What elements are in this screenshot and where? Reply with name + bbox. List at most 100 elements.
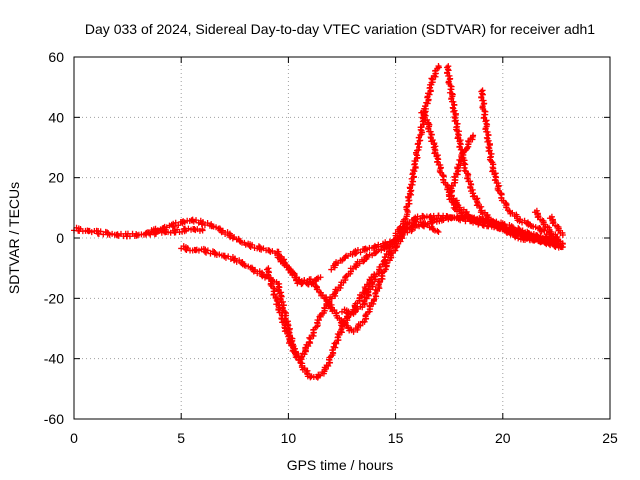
data-point	[424, 100, 431, 107]
x-tick-label: 25	[602, 430, 618, 446]
data-point	[447, 195, 454, 202]
data-point	[427, 128, 434, 135]
data-point	[322, 366, 329, 373]
series-pass-14	[531, 207, 566, 248]
series-pass-8	[396, 63, 442, 243]
data-point	[175, 222, 182, 229]
y-tick-label: -40	[44, 351, 64, 367]
data-point	[498, 194, 505, 201]
data-point	[382, 266, 389, 273]
data-point	[533, 207, 540, 214]
data-point	[432, 149, 439, 156]
data-point	[293, 276, 300, 283]
data-point	[146, 230, 153, 237]
data-point	[154, 227, 161, 234]
data-point	[467, 135, 474, 142]
series-pass-6	[339, 218, 442, 317]
data-point	[342, 254, 349, 261]
data-point	[414, 141, 421, 148]
data-point	[353, 250, 360, 257]
data-point	[420, 113, 427, 120]
data-point	[350, 328, 357, 335]
data-point	[306, 334, 313, 341]
data-point	[541, 227, 548, 234]
data-point	[366, 303, 373, 310]
series-pass-15	[546, 213, 566, 238]
data-point	[328, 266, 335, 273]
data-point	[280, 318, 287, 325]
data-point	[275, 286, 282, 293]
axis-ticks	[73, 56, 611, 420]
data-point	[298, 353, 305, 360]
data-point	[509, 209, 516, 216]
data-point	[404, 229, 411, 236]
x-tick-label: 10	[281, 430, 297, 446]
y-tick-label: 60	[48, 49, 64, 65]
data-point	[324, 299, 331, 306]
data-point	[227, 232, 234, 239]
data-point	[267, 281, 274, 288]
data-point	[392, 230, 399, 237]
data-point	[429, 76, 436, 83]
data-point	[236, 257, 243, 264]
data-point	[410, 174, 417, 181]
chart-title: Day 033 of 2024, Sidereal Day-to-day VTE…	[85, 21, 595, 37]
data-point	[382, 254, 389, 261]
data-point	[333, 287, 340, 294]
series-pass-11	[478, 87, 562, 245]
data-point	[405, 194, 412, 201]
data-point	[435, 228, 442, 235]
data-point	[501, 221, 508, 228]
data-point	[489, 168, 496, 175]
x-tick-label: 5	[177, 430, 185, 446]
data-point	[535, 213, 542, 220]
data-point	[444, 66, 451, 73]
data-point	[451, 179, 458, 186]
data-point	[435, 63, 442, 70]
data-point	[359, 304, 366, 311]
data-point	[357, 249, 364, 256]
data-point	[321, 305, 328, 312]
data-point	[411, 168, 418, 175]
data-marks	[71, 63, 566, 381]
data-point	[412, 216, 419, 223]
tick-labels: 0 5 10 15 20 25 -60 -40 -20 0 20 40 60	[44, 49, 618, 446]
data-point	[548, 213, 555, 220]
data-point	[231, 255, 238, 262]
data-point	[290, 347, 297, 354]
data-point	[88, 229, 95, 236]
data-point	[448, 188, 455, 195]
y-tick-label: 40	[48, 109, 64, 125]
data-point	[195, 247, 202, 254]
data-point	[316, 372, 323, 379]
data-point	[307, 336, 314, 343]
data-point	[358, 293, 365, 300]
data-point	[452, 110, 459, 117]
data-point	[452, 117, 459, 124]
data-point	[485, 137, 492, 144]
x-tick-label: 20	[495, 430, 511, 446]
data-point	[445, 79, 452, 86]
data-point	[559, 241, 566, 248]
data-point	[199, 219, 206, 225]
data-point	[363, 252, 370, 259]
data-point	[426, 91, 433, 98]
data-point	[523, 235, 530, 242]
data-point	[468, 181, 475, 188]
data-point	[376, 279, 383, 286]
data-point	[362, 285, 369, 292]
data-point	[559, 231, 566, 238]
data-point	[459, 154, 466, 161]
data-point	[467, 178, 474, 185]
data-point	[270, 291, 277, 298]
data-point	[97, 228, 104, 235]
data-point	[517, 216, 524, 223]
data-point	[512, 229, 519, 236]
data-point	[265, 271, 272, 278]
y-axis-label: SDTVAR / TECUs	[6, 182, 22, 294]
data-point	[412, 224, 419, 231]
data-point	[278, 309, 285, 316]
data-point	[249, 241, 256, 248]
y-tick-label: -20	[44, 290, 64, 306]
